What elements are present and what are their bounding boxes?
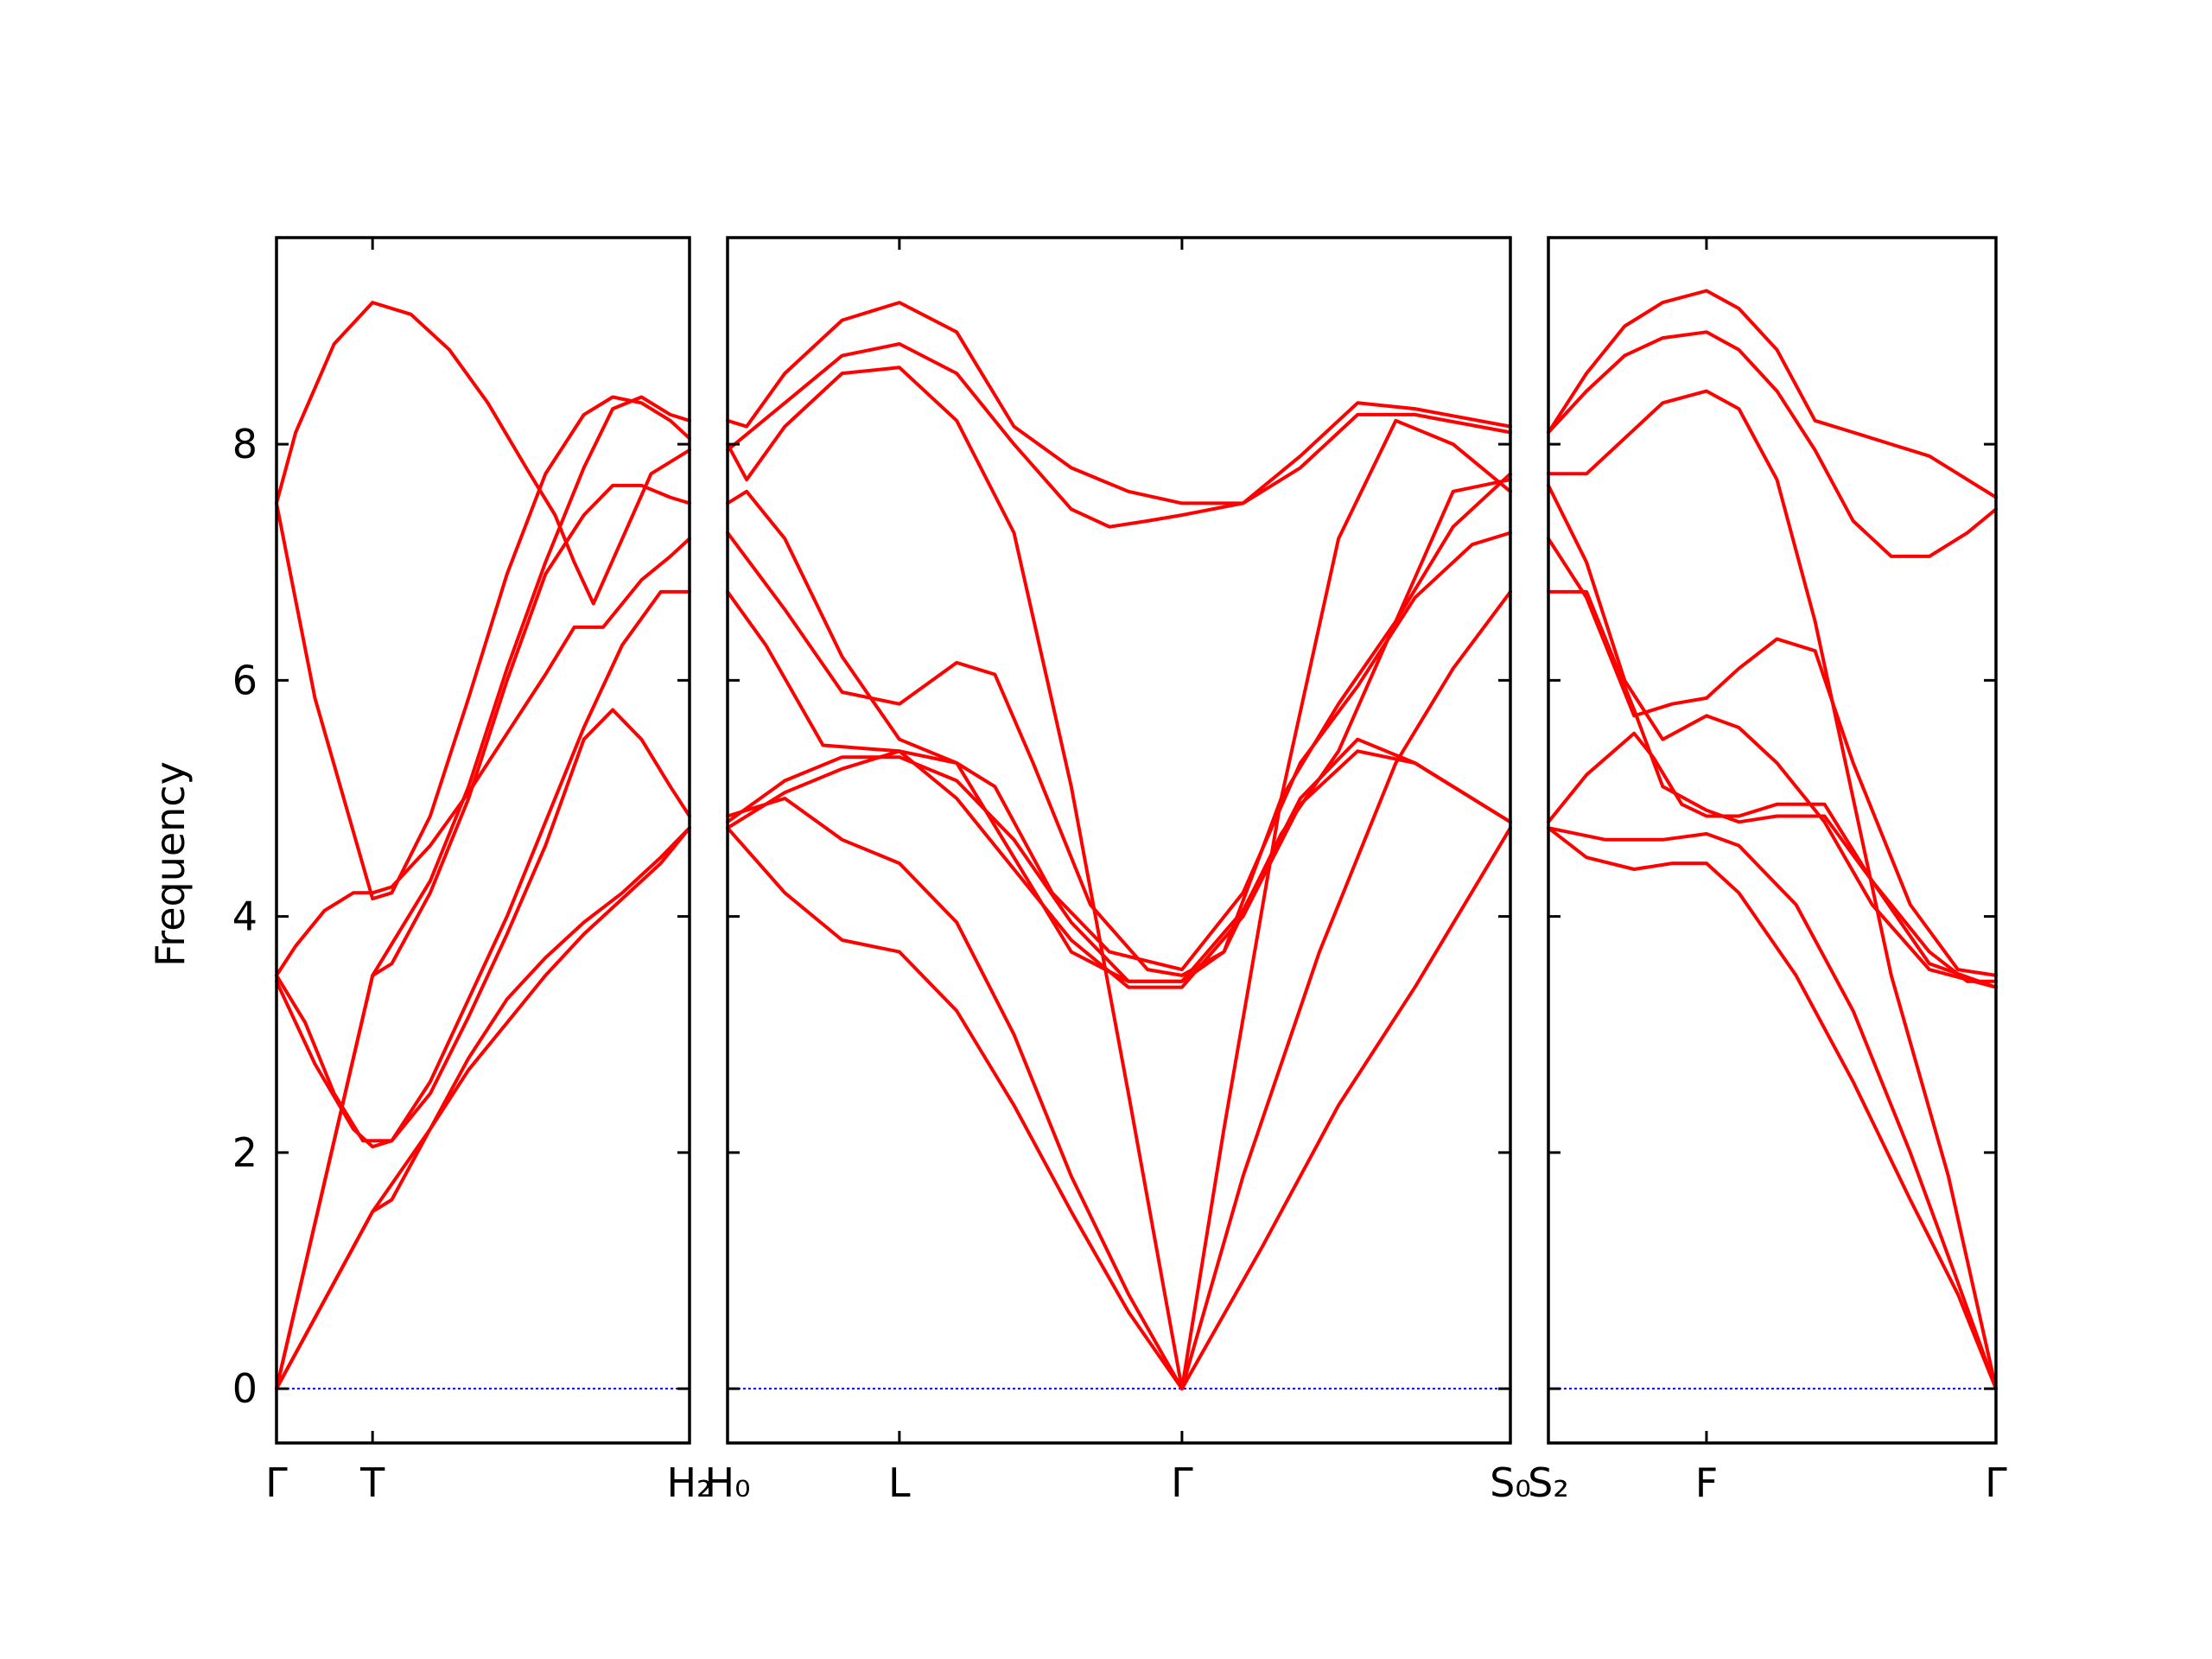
panel-1: 0 2 4 6 8 Γ T H₂ (232, 236, 713, 1506)
band-line-3 (1547, 731, 1998, 983)
panel-frame (1547, 236, 1998, 1445)
band-line-9 (275, 589, 691, 1143)
y-tick-label: 0 (232, 1365, 257, 1412)
panel-frame (726, 236, 1512, 1445)
y-tick-label: 2 (232, 1129, 257, 1176)
x-tick-label: T (359, 1459, 385, 1506)
band-line-2 (1547, 826, 1998, 1391)
x-tick-label: S₂ (1528, 1459, 1569, 1506)
band-line-9 (1547, 289, 1998, 499)
band-line-4 (726, 737, 1512, 983)
y-tick-label: 4 (232, 893, 257, 940)
panel-3: S₂ F Γ (1528, 236, 2007, 1506)
band-line-5 (1547, 589, 1998, 989)
band-line-7 (1547, 389, 1998, 1391)
band-line-7 (726, 478, 1512, 983)
band-line-6 (1547, 483, 1998, 989)
x-tick-label: F (1695, 1459, 1718, 1506)
x-tick-label: Γ (1171, 1459, 1193, 1506)
y-tick-label: 8 (232, 421, 257, 467)
band-line-8 (1547, 330, 1998, 558)
band-line-1 (726, 826, 1512, 1391)
band-line-7 (275, 826, 691, 1391)
band-line-5 (275, 395, 691, 901)
x-tick-label: H₂ (666, 1459, 712, 1506)
band-line-8 (275, 395, 691, 1391)
band-line-5 (726, 531, 1512, 972)
band-line-2 (726, 589, 1512, 1391)
panel-2: H₀ L Γ S₀ (704, 236, 1531, 1506)
band-line-3 (275, 537, 691, 977)
y-axis-label: Frequency (147, 761, 194, 967)
band-line-6 (275, 301, 691, 606)
band-line-1 (1547, 826, 1998, 1391)
band-line-4 (1547, 537, 1998, 977)
x-tick-label: H₀ (704, 1459, 750, 1506)
x-tick-label: Γ (265, 1459, 288, 1506)
x-tick-label: S₀ (1490, 1459, 1531, 1506)
y-tick-label: 6 (232, 657, 257, 703)
band-line-8 (726, 365, 1512, 1391)
x-tick-label: L (888, 1459, 911, 1506)
panel-frame (275, 236, 691, 1445)
band-line-10 (726, 301, 1512, 505)
band-line-3 (726, 749, 1512, 989)
x-tick-label: Γ (1985, 1459, 2007, 1506)
band-line-9 (726, 342, 1512, 529)
